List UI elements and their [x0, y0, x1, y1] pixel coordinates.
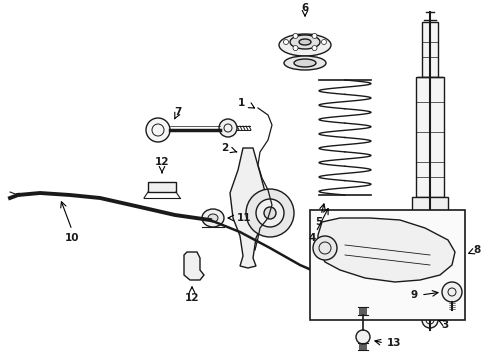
Ellipse shape	[279, 34, 331, 56]
Text: 6: 6	[301, 3, 309, 13]
Circle shape	[284, 40, 289, 45]
Ellipse shape	[290, 35, 320, 49]
Circle shape	[256, 199, 284, 227]
Text: 2: 2	[221, 143, 228, 153]
Text: 12: 12	[185, 293, 199, 303]
Circle shape	[422, 312, 438, 328]
Bar	[310, 210, 465, 320]
Polygon shape	[184, 252, 204, 280]
Text: 12: 12	[155, 157, 169, 167]
Ellipse shape	[299, 39, 311, 45]
Circle shape	[313, 236, 337, 260]
Text: 3: 3	[441, 320, 449, 330]
Circle shape	[312, 46, 317, 50]
Ellipse shape	[294, 59, 316, 67]
Circle shape	[442, 282, 462, 302]
Ellipse shape	[208, 214, 218, 222]
Text: 11: 11	[237, 213, 251, 223]
Polygon shape	[230, 148, 268, 268]
Circle shape	[246, 189, 294, 237]
Circle shape	[293, 46, 298, 50]
Text: 13: 13	[387, 338, 401, 348]
Bar	[422, 22, 438, 77]
Text: 10: 10	[65, 233, 79, 243]
Circle shape	[312, 33, 317, 39]
Circle shape	[356, 330, 370, 344]
Ellipse shape	[284, 56, 326, 70]
Circle shape	[321, 40, 326, 45]
Text: 9: 9	[411, 290, 418, 300]
Bar	[148, 182, 176, 192]
Circle shape	[219, 119, 237, 137]
Circle shape	[264, 207, 276, 219]
Circle shape	[293, 33, 298, 39]
Text: 4: 4	[308, 233, 316, 243]
Text: 7: 7	[174, 107, 182, 117]
Text: 8: 8	[473, 245, 480, 255]
Circle shape	[356, 293, 370, 307]
Circle shape	[146, 118, 170, 142]
Text: 5: 5	[316, 217, 322, 227]
Bar	[416, 215, 444, 227]
Text: 1: 1	[238, 98, 245, 108]
Bar	[416, 77, 444, 197]
Ellipse shape	[202, 209, 224, 227]
Polygon shape	[318, 218, 455, 282]
Bar	[412, 197, 448, 215]
